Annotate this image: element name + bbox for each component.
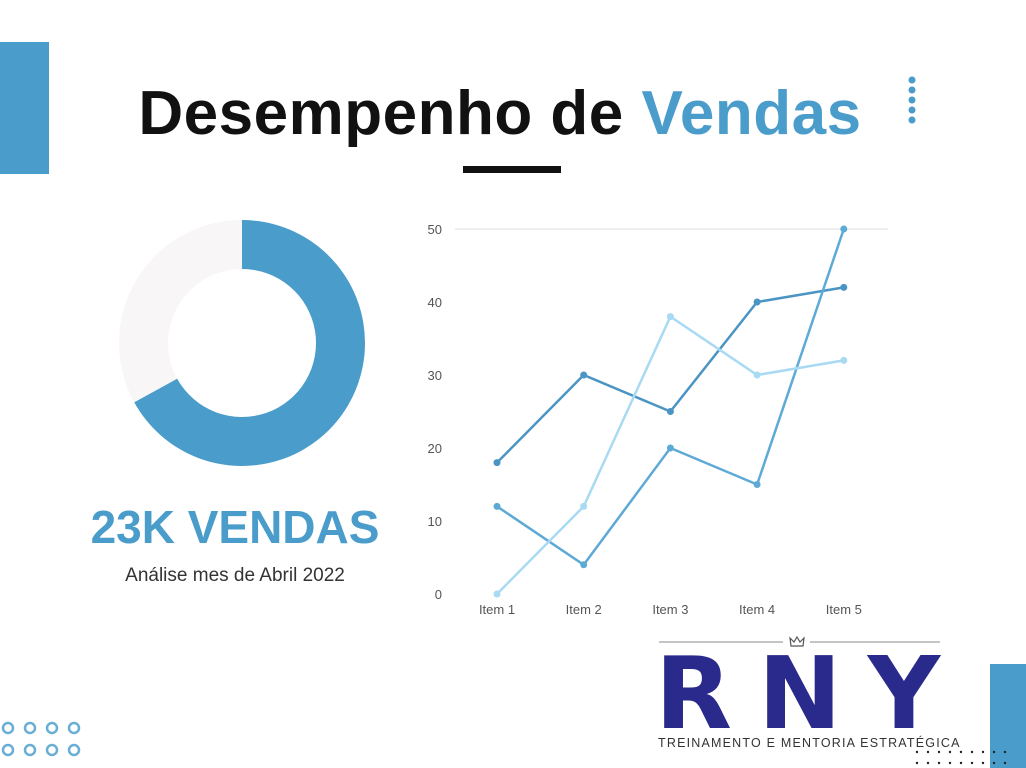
title-text: Desempenho de xyxy=(138,79,642,148)
logo-crown-rule xyxy=(659,635,940,647)
y-tick-label: 30 xyxy=(428,368,442,383)
x-tick-label: Item 4 xyxy=(739,602,775,617)
y-tick-label: 40 xyxy=(428,295,442,310)
data-point xyxy=(666,444,674,452)
donut-slice xyxy=(119,220,242,403)
decor-circles xyxy=(1,721,81,757)
x-tick-label: Item 2 xyxy=(566,602,602,617)
y-tick-label: 10 xyxy=(428,514,442,529)
line-chart: 0 10 20 30 40 50 Item 1 Item 2 Item 3 Item 4 Item … xyxy=(428,222,888,617)
title-underline xyxy=(463,166,561,173)
data-point xyxy=(493,459,501,467)
logo-rny: RNY xyxy=(655,635,967,752)
donut-slice xyxy=(134,220,365,466)
decor-bar-left xyxy=(0,42,49,174)
series-line xyxy=(496,314,845,595)
data-point xyxy=(840,225,848,233)
x-tick-label: Item 5 xyxy=(826,602,862,617)
sales-subtitle: Análise mes de Abril 2022 xyxy=(125,565,345,586)
x-tick-label: Item 1 xyxy=(479,602,515,617)
title-accent: Vendas xyxy=(641,79,862,148)
page-title: Desempenho de Vendas xyxy=(0,78,1000,149)
decor-dots-grid xyxy=(915,750,1007,765)
donut-chart xyxy=(119,220,365,466)
data-point xyxy=(840,356,848,364)
y-tick-label: 0 xyxy=(435,587,442,602)
data-point xyxy=(753,298,761,306)
y-tick-label: 50 xyxy=(428,222,442,237)
data-point xyxy=(493,502,501,510)
data-point xyxy=(666,313,674,321)
logo-tagline: TREINAMENTO E MENTORIA ESTRATÉGICA xyxy=(658,736,961,750)
data-point xyxy=(666,408,674,415)
y-tick-label: 20 xyxy=(428,441,442,456)
data-point xyxy=(753,371,761,379)
data-point xyxy=(753,481,761,488)
data-point xyxy=(580,502,588,510)
data-point xyxy=(580,561,588,569)
sales-total: 23K VENDAS xyxy=(90,501,380,553)
decor-bar-right xyxy=(990,664,1026,768)
data-point xyxy=(580,371,588,379)
data-point xyxy=(840,283,848,291)
data-point xyxy=(493,590,501,598)
x-tick-label: Item 3 xyxy=(652,602,688,617)
series-line xyxy=(496,228,845,567)
crown-icon xyxy=(789,635,805,647)
decor-dots-vertical xyxy=(908,76,916,124)
